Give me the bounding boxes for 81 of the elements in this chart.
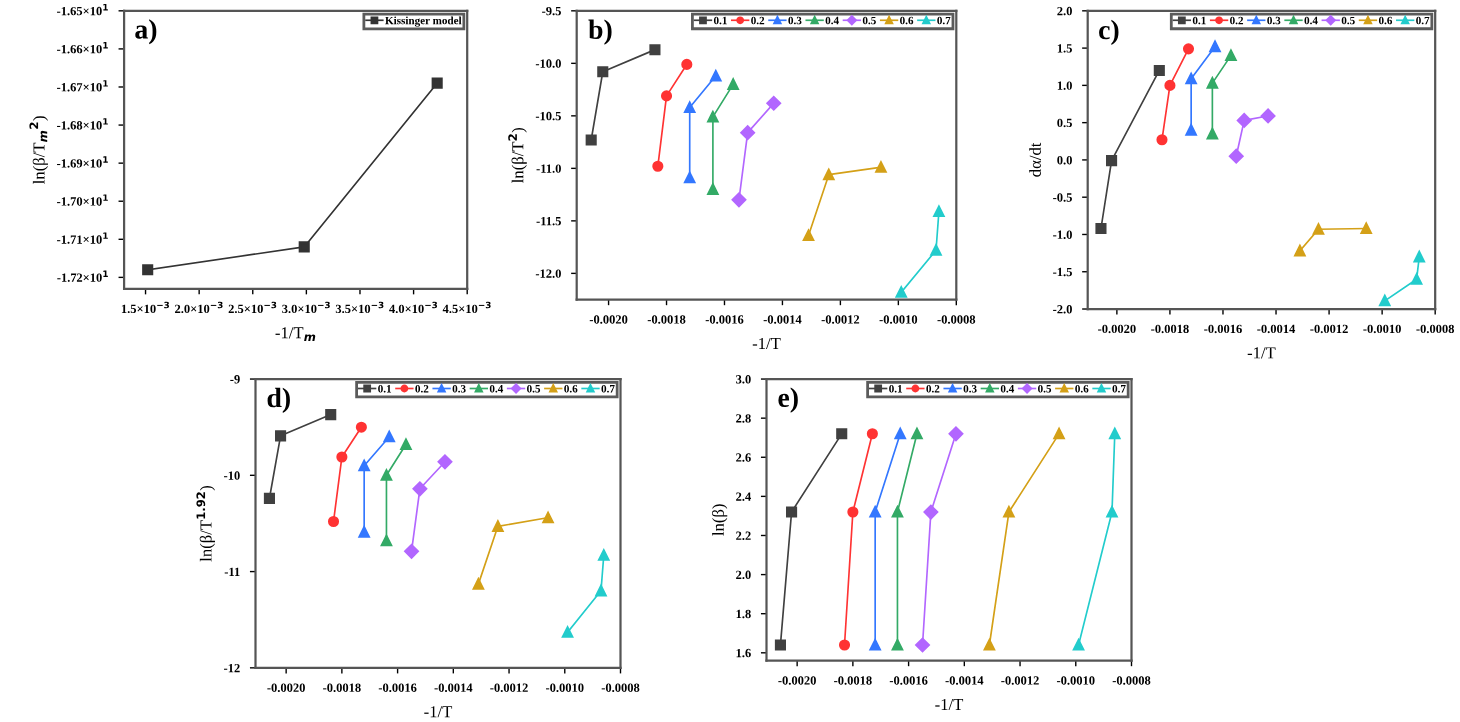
point (869, 639, 881, 651)
point (774, 639, 786, 651)
point (1360, 222, 1372, 235)
point (838, 639, 851, 651)
point (1206, 77, 1218, 89)
point (915, 637, 930, 653)
y-axis-title: ln(β/T$^{1.92}$) (196, 485, 215, 562)
y-axis-title: ln(β) (711, 504, 728, 536)
point (336, 451, 348, 463)
point (380, 469, 393, 481)
point (1206, 128, 1218, 140)
point (891, 506, 904, 518)
x-axis-title: -1/T (935, 698, 964, 711)
y-axis-title: ln(β/T$_{m}$$^{2}$) (29, 116, 48, 184)
x-axis-title: -1/T (1247, 347, 1276, 359)
y-axis-title: dα/dt (1029, 142, 1041, 177)
point (847, 506, 859, 518)
point (1312, 223, 1325, 235)
point (598, 549, 610, 561)
point (684, 172, 696, 184)
chart-title: d) (267, 387, 290, 413)
point (895, 286, 907, 298)
point (1095, 222, 1107, 235)
chart-title: e) (778, 387, 798, 413)
point (740, 125, 755, 140)
chart-title: a) (135, 19, 157, 45)
point (597, 66, 609, 78)
point (948, 426, 964, 442)
point (1185, 124, 1197, 136)
point (1153, 64, 1165, 77)
point (263, 492, 275, 504)
point (1228, 148, 1244, 164)
chart-title: c) (1099, 19, 1119, 45)
x-axis-title: -1/T (752, 337, 781, 350)
point (923, 504, 939, 520)
point (727, 78, 739, 90)
point (660, 90, 673, 102)
point (836, 428, 848, 440)
y-axis-title: ln(β/T$^{2}$) (508, 127, 527, 183)
point (869, 506, 881, 518)
point (766, 95, 782, 111)
point (875, 161, 887, 173)
point (933, 205, 945, 217)
point (707, 183, 719, 195)
x-axis-title: -1/T (424, 706, 453, 718)
point (930, 244, 942, 256)
point (472, 578, 484, 590)
point (327, 515, 340, 528)
point (142, 264, 154, 276)
point (1164, 79, 1176, 91)
point (404, 544, 419, 559)
point (1156, 134, 1168, 146)
x-axis-title: -1/T$_{m}$ (275, 327, 316, 341)
point (325, 409, 337, 421)
point (1106, 506, 1118, 518)
point (652, 160, 664, 172)
point (400, 438, 412, 451)
point (866, 428, 878, 440)
point (380, 535, 393, 547)
chart-title: b) (588, 19, 612, 45)
point (1106, 155, 1118, 167)
point (731, 192, 747, 208)
point (355, 421, 367, 433)
point (684, 101, 696, 113)
point (412, 481, 428, 497)
point (1236, 113, 1252, 128)
point (492, 520, 504, 532)
point (358, 526, 370, 538)
point (1182, 43, 1195, 55)
point (681, 58, 693, 70)
point (1411, 273, 1423, 285)
point (431, 77, 443, 89)
point (437, 454, 453, 470)
point (649, 44, 661, 56)
point (585, 134, 597, 146)
point (298, 241, 310, 253)
point (275, 430, 287, 442)
point (786, 506, 798, 518)
point (891, 639, 904, 651)
point (1260, 108, 1276, 124)
point (562, 626, 574, 638)
